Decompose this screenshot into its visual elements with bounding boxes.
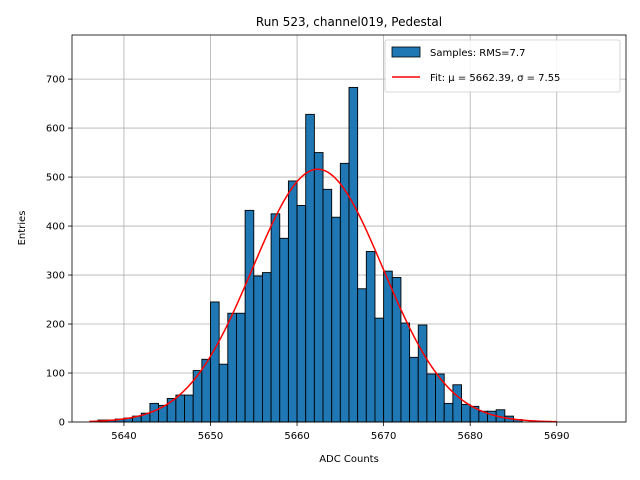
bar-5669 [374, 317, 385, 423]
bar-5662 [313, 152, 324, 423]
x-tick-label-5650: 5650 [198, 431, 223, 442]
bar-5646 [175, 394, 185, 423]
bar-5666 [348, 86, 359, 423]
bar-5653 [236, 312, 246, 423]
bar-5660 [296, 205, 307, 423]
y-tick-label-600: 600 [46, 124, 65, 135]
x-axis-label: ADC Counts [319, 454, 379, 465]
bar-5652 [227, 312, 237, 423]
y-tick-label-500: 500 [46, 173, 65, 184]
bar-5657 [270, 213, 281, 423]
bar-5650 [210, 301, 220, 423]
y-tick-label-100: 100 [46, 369, 65, 380]
bar-5654 [244, 209, 255, 423]
x-tick-label-5660: 5660 [284, 431, 309, 442]
legend-label-fit: Fit: μ = 5662.39, σ = 7.55 [430, 73, 560, 84]
legend: Samples: RMS=7.7 Fit: μ = 5662.39, σ = 7… [384, 39, 621, 93]
bar-5673 [409, 356, 419, 423]
plot-frame [71, 34, 627, 423]
y-tick-label-400: 400 [46, 222, 65, 233]
legend-label-samples: Samples: RMS=7.7 [430, 48, 525, 59]
bar-5670 [383, 270, 393, 423]
chart-title: Run 523, channel019, Pedestal [256, 15, 442, 29]
bar-5656 [261, 272, 272, 423]
y-tick-label-700: 700 [46, 75, 65, 86]
bar-5663 [322, 188, 333, 423]
y-tick-label-0: 0 [59, 418, 65, 429]
x-tick-label-5640: 5640 [111, 431, 136, 442]
bar-5664 [331, 216, 341, 423]
bar-5682 [487, 410, 497, 423]
bar-5651 [218, 363, 229, 423]
x-tick-label-5670: 5670 [371, 431, 396, 442]
bar-5679 [461, 403, 471, 423]
bar-5658 [279, 237, 289, 423]
bar-5674 [417, 324, 428, 423]
y-tick-label-300: 300 [46, 271, 65, 282]
y-axis-ticks: 0 100 200 300 400 500 600 700 [46, 75, 72, 429]
bar-5655 [253, 275, 263, 423]
histogram-bars [97, 86, 523, 423]
legend-box [384, 39, 621, 93]
x-tick-label-5680: 5680 [457, 431, 482, 442]
x-axis-ticks: 5640 5650 5660 5670 5680 5690 [111, 422, 569, 442]
bar-5675 [426, 373, 437, 423]
fit-curve [89, 168, 557, 423]
x-tick-label-5690: 5690 [544, 431, 569, 442]
bar-5668 [365, 251, 376, 423]
bar-5672 [400, 322, 411, 423]
y-axis-label: Entries [17, 211, 28, 246]
bar-5647 [184, 394, 194, 423]
bar-5661 [305, 113, 315, 423]
bar-5677 [443, 402, 454, 423]
bar-5667 [357, 288, 367, 423]
legend-swatch-samples [391, 46, 421, 58]
bar-5678 [452, 384, 462, 423]
y-tick-label-200: 200 [46, 320, 65, 331]
bar-5659 [287, 180, 298, 423]
bar-5665 [339, 162, 350, 423]
